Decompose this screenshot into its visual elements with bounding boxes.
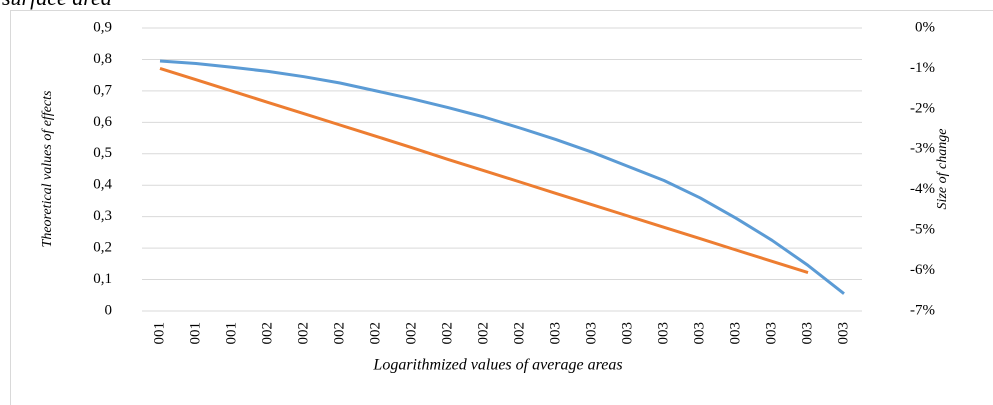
y-tick-label: 0 <box>105 302 113 318</box>
y2-tick-label: -3% <box>910 141 935 157</box>
x-tick-label: 002 <box>295 322 311 345</box>
x-tick-label: 003 <box>547 322 563 345</box>
x-tick-label: 003 <box>691 322 707 345</box>
x-tick-label: 003 <box>763 322 779 345</box>
y-tick-label: 0,7 <box>93 82 112 98</box>
x-tick-label: 003 <box>619 322 635 345</box>
x-axis-title: Logarithmized values of average areas <box>372 357 622 374</box>
y2-tick-label: -4% <box>910 181 935 197</box>
y2-tick-label: 0% <box>915 19 935 35</box>
x-tick-label: 001 <box>187 322 203 345</box>
y2-tick-label: -7% <box>910 302 935 318</box>
x-tick-label: 002 <box>511 322 527 345</box>
y2-axis-title: Size of change <box>935 129 950 210</box>
chart-border <box>10 10 993 405</box>
data-line <box>159 66 809 275</box>
x-tick-label: 001 <box>151 322 167 345</box>
x-tick-label: 003 <box>799 322 815 345</box>
x-tick-label: 002 <box>331 322 347 345</box>
y-axis-title: Theoretical values of effects <box>40 90 55 247</box>
y2-tick-label: -6% <box>910 262 935 278</box>
y-tick-label: 0,4 <box>93 177 112 193</box>
x-tick-label: 002 <box>439 322 455 345</box>
x-tick-label: 002 <box>403 322 419 345</box>
y-tick-label: 0,9 <box>93 19 112 35</box>
y2-tick-label: -5% <box>910 222 935 238</box>
x-tick-label: 002 <box>259 322 275 345</box>
y2-tick-label: -2% <box>910 100 935 116</box>
x-tick-label: 002 <box>475 322 491 345</box>
y-tick-label: 0,6 <box>93 114 112 130</box>
y-tick-label: 0,1 <box>93 271 112 287</box>
chart-title: surface area <box>2 0 112 10</box>
x-tick-label: 002 <box>367 322 383 345</box>
x-tick-label: 003 <box>727 322 743 345</box>
y-tick-label: 0,2 <box>93 240 112 256</box>
x-tick-label: 001 <box>223 322 239 345</box>
x-tick-label: 003 <box>583 322 599 345</box>
y-tick-label: 0,3 <box>93 208 112 224</box>
y-tick-label: 0,5 <box>93 145 112 161</box>
y-tick-label: 0,8 <box>93 51 112 67</box>
x-tick-label: 003 <box>835 322 851 345</box>
y2-tick-label: -1% <box>910 60 935 76</box>
data-line <box>159 59 845 295</box>
x-tick-label: 003 <box>655 322 671 345</box>
